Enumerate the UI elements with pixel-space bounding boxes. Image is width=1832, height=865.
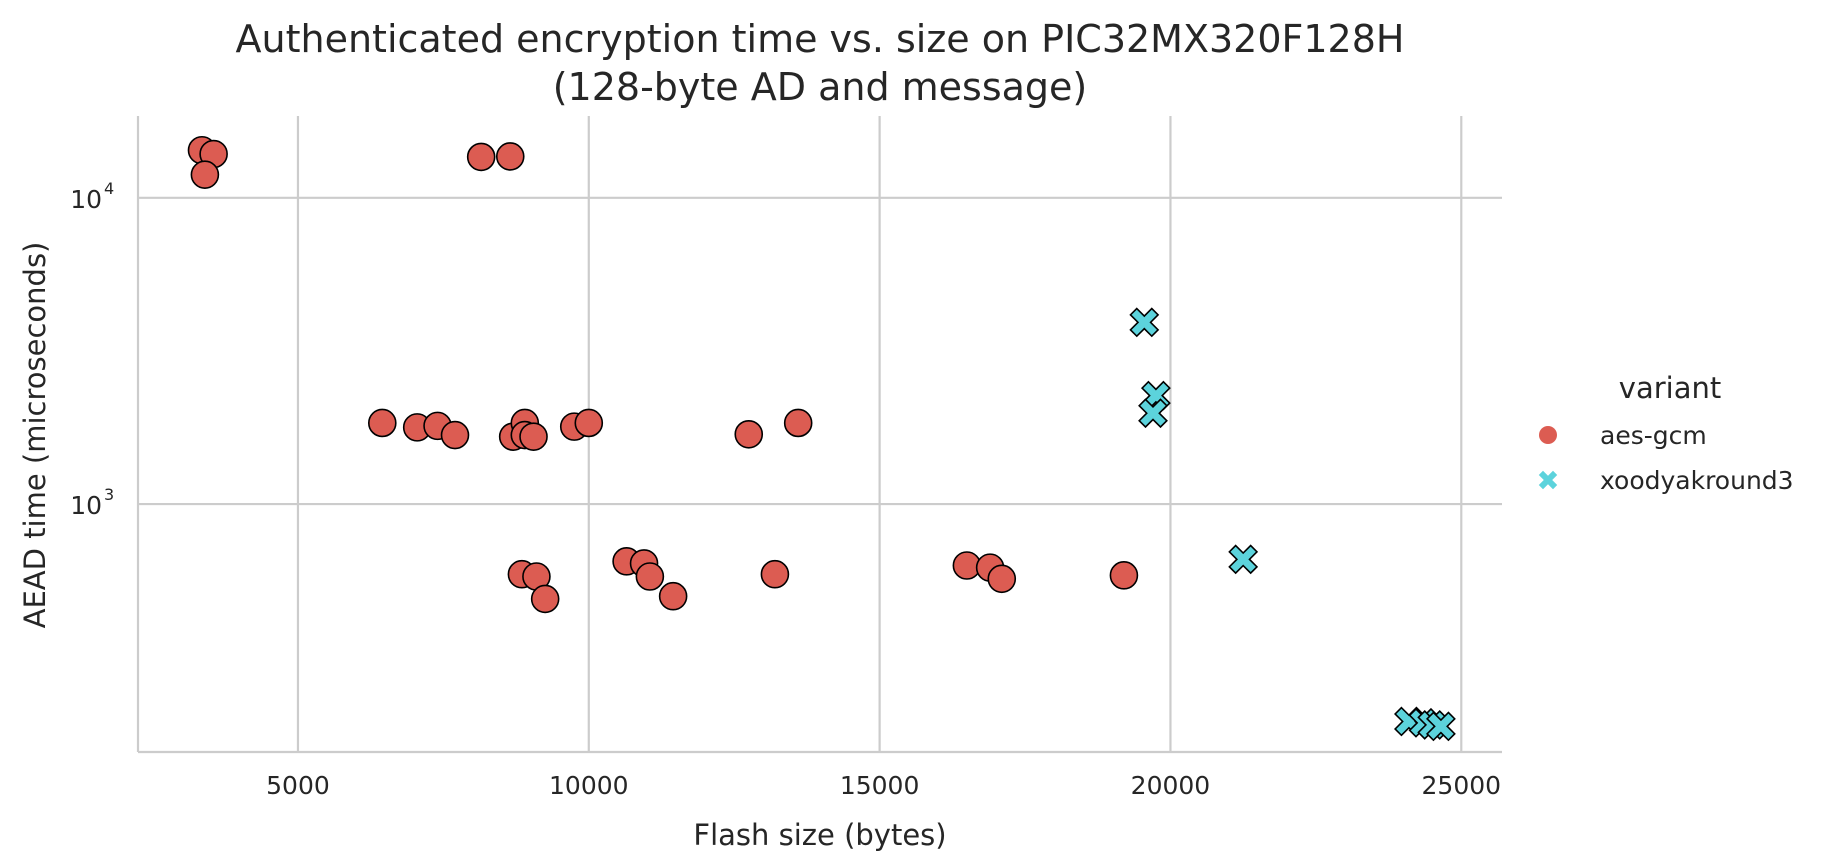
y-tick-label: 10 bbox=[70, 491, 102, 520]
y-tick-label: 10 bbox=[70, 185, 102, 214]
circle-point bbox=[658, 581, 688, 611]
series-aes-gcm bbox=[187, 135, 1139, 614]
legend-x-marker bbox=[1538, 470, 1558, 490]
x-tick-label: 20000 bbox=[1131, 771, 1211, 800]
legend-item-aes-gcm: aes-gcm bbox=[1539, 421, 1707, 450]
x-point bbox=[1228, 544, 1259, 575]
legend-circle-marker bbox=[1539, 426, 1557, 444]
x-tick-label: 10000 bbox=[549, 771, 629, 800]
x-tick-labels: 5000 10000 15000 20000 25000 bbox=[266, 771, 1501, 800]
x-point bbox=[1129, 307, 1160, 338]
circle-point bbox=[519, 422, 548, 451]
legend: variant aes-gcm xoodyakround3 bbox=[1538, 371, 1794, 495]
x-point bbox=[1425, 711, 1456, 742]
legend-label: xoodyakround3 bbox=[1600, 466, 1794, 495]
circle-point bbox=[466, 142, 496, 172]
chart-subtitle: (128-byte AD and message) bbox=[553, 65, 1088, 109]
x-point bbox=[1138, 398, 1168, 429]
x-tick-label: 5000 bbox=[266, 771, 330, 800]
circle-point bbox=[987, 564, 1017, 594]
circle-point bbox=[440, 420, 470, 450]
legend-title: variant bbox=[1619, 371, 1721, 405]
circle-point bbox=[734, 419, 764, 449]
chart-title: Authenticated encryption time vs. size o… bbox=[236, 17, 1405, 61]
x-axis-label: Flash size (bytes) bbox=[693, 818, 946, 852]
legend-items: aes-gcm xoodyakround3 bbox=[1538, 421, 1794, 495]
circle-point bbox=[190, 160, 220, 189]
circle-point bbox=[760, 559, 790, 589]
legend-label: aes-gcm bbox=[1600, 421, 1707, 450]
legend-item-xoodyakround3: xoodyakround3 bbox=[1538, 466, 1794, 495]
circle-point bbox=[635, 562, 665, 591]
y-tick-exponent: 3 bbox=[104, 485, 114, 504]
circle-point bbox=[530, 584, 560, 614]
circle-point bbox=[367, 408, 397, 438]
circle-point bbox=[495, 142, 525, 171]
circle-point bbox=[1109, 561, 1139, 590]
y-axis-label: AEAD time (microseconds) bbox=[18, 242, 52, 629]
x-tick-label: 25000 bbox=[1422, 771, 1502, 800]
y-tick-exponent: 4 bbox=[104, 179, 114, 198]
circle-point bbox=[783, 408, 813, 438]
grid-layer bbox=[138, 116, 1502, 752]
data-points bbox=[187, 135, 1456, 742]
series-xoodyakround3 bbox=[1129, 307, 1456, 742]
circle-point bbox=[574, 408, 604, 438]
x-tick-label: 15000 bbox=[840, 771, 920, 800]
